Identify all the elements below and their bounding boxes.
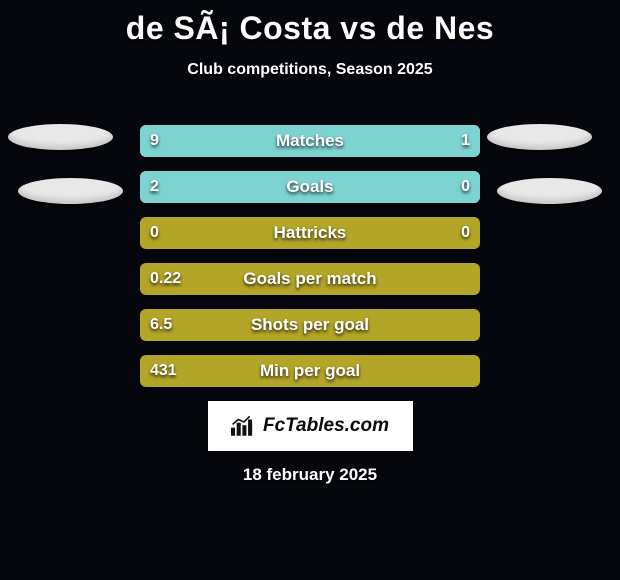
stat-bar: 0.22Goals per match bbox=[140, 263, 480, 295]
stat-bar: 91Matches bbox=[140, 125, 480, 157]
brand-chart-icon bbox=[231, 416, 257, 436]
stats-container: 91Matches 20Goals 00Hattricks 0.22Goals per… bbox=[0, 125, 620, 387]
stat-bar: 20Goals bbox=[140, 171, 480, 203]
stat-bar: 431Min per goal bbox=[140, 355, 480, 387]
stat-row: 20Goals bbox=[0, 171, 620, 203]
stat-row: 91Matches bbox=[0, 125, 620, 157]
bar-right-fill bbox=[419, 171, 480, 203]
bar-right-fill bbox=[398, 125, 480, 157]
stat-row: 431Min per goal bbox=[0, 355, 620, 387]
stat-bar: 6.5Shots per goal bbox=[140, 309, 480, 341]
stat-row: 0.22Goals per match bbox=[0, 263, 620, 295]
subtitle: Club competitions, Season 2025 bbox=[0, 61, 620, 79]
brand-text: FcTables.com bbox=[263, 415, 389, 437]
bar-left-fill bbox=[140, 125, 398, 157]
bar-left-fill bbox=[140, 171, 419, 203]
stat-row: 6.5Shots per goal bbox=[0, 309, 620, 341]
stat-bar: 00Hattricks bbox=[140, 217, 480, 249]
date-text: 18 february 2025 bbox=[0, 465, 620, 485]
page-title: de SÃ¡ Costa vs de Nes bbox=[0, 0, 620, 47]
stat-row: 00Hattricks bbox=[0, 217, 620, 249]
brand-badge: FcTables.com bbox=[208, 401, 413, 451]
